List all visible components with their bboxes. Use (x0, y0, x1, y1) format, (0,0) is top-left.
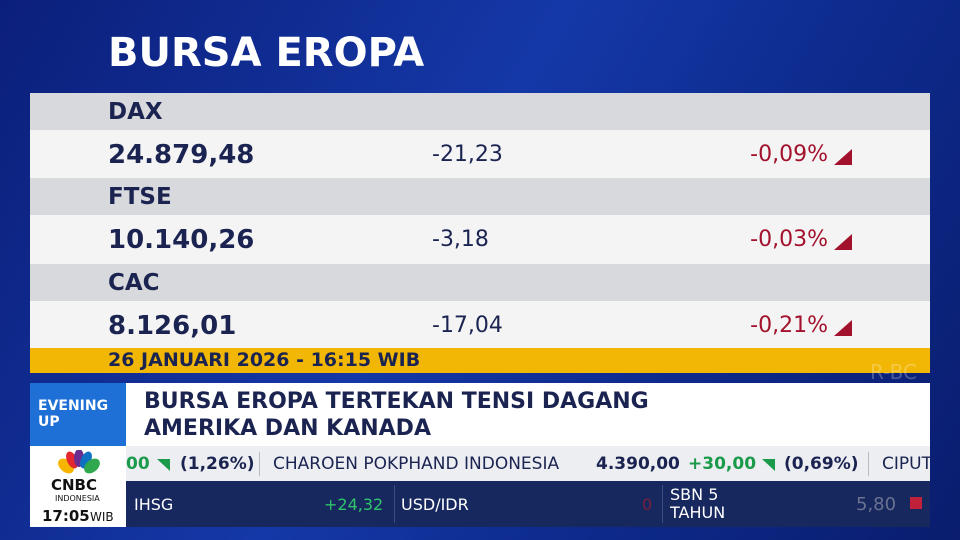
market-bar: IHSG +24,32 USD/IDR 0 SBN 5 TAHUN 5,80 (126, 481, 930, 527)
peacock-logo (58, 450, 100, 474)
logo-sub: INDONESIA (55, 494, 100, 503)
title: BURSA EROPA (108, 30, 425, 76)
down-arrow (834, 234, 852, 250)
ticker-change: 00 (126, 454, 150, 474)
index-value: 8.126,01 (108, 311, 237, 341)
timestamp: 26 JANUARI 2026 - 16:15 WIB (108, 349, 421, 371)
index-value-row: 8.126,01 -17,04 -0,21% (30, 301, 930, 348)
headline: BURSA EROPA TERTEKAN TENSI DAGANG (144, 389, 649, 414)
market-value: +24,32 (324, 495, 384, 514)
market-label: IHSG (134, 495, 174, 514)
market-label: TAHUN (670, 503, 726, 522)
market-value: 5,80 (856, 494, 897, 515)
index-header-row: FTSE (30, 178, 930, 215)
ticker-name: CIPUT (882, 454, 930, 474)
market-value: 0 (642, 495, 653, 514)
index-name: CAC (108, 270, 160, 296)
clock: 17:05 (42, 507, 90, 525)
headline-box: BURSA EROPA TERTEKAN TENSI DAGANG AMERIK… (126, 383, 930, 446)
logo-box: CNBC INDONESIA 17:05 WIB (30, 446, 126, 527)
index-percent: -0,21% (750, 313, 828, 338)
ticker-change: +30,00 (688, 454, 757, 474)
market-label: USD/IDR (401, 495, 469, 514)
index-name: DAX (108, 99, 163, 125)
date-bar: 26 JANUARI 2026 - 16:15 WIB (30, 348, 930, 373)
index-change: -3,18 (432, 227, 489, 252)
down-arrow (834, 320, 852, 336)
up-arrow (762, 459, 775, 471)
index-percent: -0,09% (750, 142, 828, 167)
watermark: R-BC (870, 360, 917, 384)
ticker-name: CHAROEN POKPHAND INDONESIA (273, 454, 560, 474)
divider (868, 452, 869, 476)
index-table: DAX 24.879,48 -21,23 -0,09% FTSE 10.140,26 -3,… (30, 93, 930, 348)
headline: AMERIKA DAN KANADA (144, 416, 431, 441)
ticker: 00 (1,26%) CHAROEN POKPHAND INDONESIA 4.… (126, 446, 930, 481)
program-line: UP (38, 414, 60, 430)
clock-zone: WIB (90, 510, 114, 524)
index-percent: -0,03% (750, 227, 828, 252)
divider (394, 485, 395, 523)
index-change: -17,04 (432, 313, 503, 338)
indicator (910, 497, 922, 509)
market-label: SBN 5 (670, 485, 719, 504)
logo-brand: CNBC (51, 476, 98, 494)
ticker-price: 4.390,00 (596, 454, 680, 474)
index-change: -21,23 (432, 142, 503, 167)
index-name: FTSE (108, 184, 172, 210)
program-line: EVENING (38, 398, 109, 414)
divider (259, 452, 260, 476)
index-value: 24.879,48 (108, 140, 255, 170)
ticker-percent: (0,69%) (784, 454, 859, 474)
index-value: 10.140,26 (108, 225, 255, 255)
ticker-percent: (1,26%) (180, 454, 255, 474)
down-arrow (834, 149, 852, 165)
index-header-row: CAC (30, 264, 930, 301)
program-box: EVENING UP (30, 383, 126, 446)
index-value-row: 10.140,26 -3,18 -0,03% (30, 215, 930, 264)
up-arrow (157, 459, 170, 471)
divider (662, 485, 663, 523)
index-header-row: DAX (30, 93, 930, 130)
index-value-row: 24.879,48 -21,23 -0,09% (30, 130, 930, 179)
